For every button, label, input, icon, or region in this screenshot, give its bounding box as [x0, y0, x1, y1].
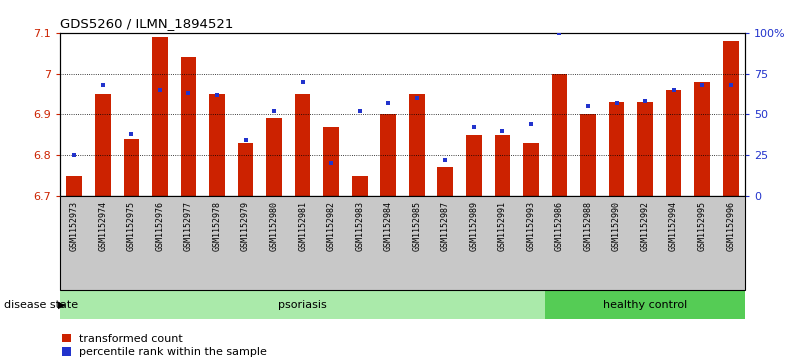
Text: GDS5260 / ILMN_1894521: GDS5260 / ILMN_1894521 — [60, 17, 233, 30]
Bar — [324, 127, 339, 196]
Bar — [95, 94, 111, 196]
Point — [410, 95, 423, 101]
Text: GSM1152993: GSM1152993 — [526, 201, 535, 251]
Bar — [609, 102, 624, 196]
Bar — [209, 94, 225, 196]
Point — [525, 121, 537, 127]
Bar — [380, 114, 396, 196]
Bar — [181, 57, 196, 196]
Point — [610, 100, 623, 106]
Point — [382, 100, 395, 106]
Text: psoriasis: psoriasis — [278, 300, 327, 310]
Point — [211, 92, 223, 98]
Text: GSM1152986: GSM1152986 — [555, 201, 564, 251]
Point — [353, 108, 366, 114]
Bar — [580, 114, 596, 196]
Text: GSM1152973: GSM1152973 — [70, 201, 78, 251]
Point — [125, 131, 138, 137]
Bar — [238, 143, 253, 196]
Bar — [466, 135, 481, 196]
Point — [96, 82, 109, 88]
Text: GSM1152983: GSM1152983 — [355, 201, 364, 251]
Point — [667, 87, 680, 93]
Point — [324, 160, 337, 166]
Text: GSM1152980: GSM1152980 — [270, 201, 279, 251]
Text: GSM1152977: GSM1152977 — [184, 201, 193, 251]
Text: GSM1152981: GSM1152981 — [298, 201, 307, 251]
Point — [239, 138, 252, 143]
Bar — [723, 41, 739, 196]
Text: GSM1152990: GSM1152990 — [612, 201, 621, 251]
Bar — [295, 94, 311, 196]
Bar — [352, 176, 368, 196]
Bar — [494, 135, 510, 196]
Point — [296, 79, 309, 85]
Text: GSM1152995: GSM1152995 — [698, 201, 706, 251]
Bar — [437, 167, 453, 196]
Point — [439, 157, 452, 163]
Bar — [123, 139, 139, 196]
Text: healthy control: healthy control — [603, 300, 687, 310]
Text: GSM1152988: GSM1152988 — [583, 201, 593, 251]
Point — [496, 128, 509, 134]
Bar — [694, 82, 710, 196]
Point — [468, 125, 481, 130]
Text: disease state: disease state — [4, 300, 78, 310]
Point — [638, 98, 651, 104]
Bar — [523, 143, 539, 196]
Text: GSM1152975: GSM1152975 — [127, 201, 136, 251]
Point — [68, 152, 81, 158]
Text: GSM1152976: GSM1152976 — [155, 201, 164, 251]
Bar — [666, 90, 682, 196]
Point — [724, 82, 737, 88]
Text: GSM1152974: GSM1152974 — [99, 201, 107, 251]
Bar — [545, 290, 745, 319]
Text: GSM1152985: GSM1152985 — [413, 201, 421, 251]
Legend: transformed count, percentile rank within the sample: transformed count, percentile rank withi… — [62, 334, 268, 358]
Point — [268, 108, 280, 114]
Text: GSM1152984: GSM1152984 — [384, 201, 392, 251]
Text: ▶: ▶ — [58, 300, 65, 310]
Text: GSM1152996: GSM1152996 — [727, 201, 735, 251]
Text: GSM1152978: GSM1152978 — [212, 201, 222, 251]
Bar — [60, 290, 545, 319]
Text: GSM1152979: GSM1152979 — [241, 201, 250, 251]
Point — [553, 30, 566, 36]
Point — [582, 103, 594, 109]
Point — [182, 90, 195, 96]
Bar — [552, 73, 567, 196]
Text: GSM1152987: GSM1152987 — [441, 201, 450, 251]
Bar — [66, 176, 83, 196]
Text: GSM1152989: GSM1152989 — [469, 201, 478, 251]
Bar — [638, 102, 653, 196]
Bar — [266, 118, 282, 196]
Bar — [152, 37, 167, 196]
Text: GSM1152991: GSM1152991 — [498, 201, 507, 251]
Text: GSM1152992: GSM1152992 — [641, 201, 650, 251]
Text: GSM1152994: GSM1152994 — [669, 201, 678, 251]
Text: GSM1152982: GSM1152982 — [327, 201, 336, 251]
Point — [154, 87, 167, 93]
Point — [696, 82, 709, 88]
Bar — [409, 94, 425, 196]
